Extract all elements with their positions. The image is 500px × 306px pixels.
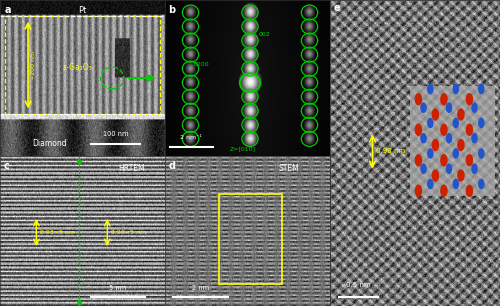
Circle shape bbox=[421, 164, 426, 173]
Text: ~200 nm: ~200 nm bbox=[32, 50, 36, 80]
Text: 0.93×5 nm: 0.93×5 nm bbox=[40, 230, 74, 235]
Text: Diamond: Diamond bbox=[32, 139, 67, 148]
Text: 002: 002 bbox=[258, 32, 270, 37]
Circle shape bbox=[446, 164, 452, 173]
Circle shape bbox=[453, 118, 458, 128]
Circle shape bbox=[458, 140, 464, 151]
Circle shape bbox=[479, 118, 484, 128]
Circle shape bbox=[453, 84, 458, 94]
Circle shape bbox=[432, 170, 438, 181]
Text: 100 nm: 100 nm bbox=[103, 131, 128, 137]
Circle shape bbox=[479, 179, 484, 188]
Text: 2 nm: 2 nm bbox=[192, 285, 209, 291]
Text: 0200: 0200 bbox=[194, 62, 210, 66]
Text: Z=[010]: Z=[010] bbox=[230, 146, 256, 151]
Circle shape bbox=[421, 134, 426, 143]
Circle shape bbox=[453, 149, 458, 158]
Bar bbox=[5, 16, 160, 114]
Circle shape bbox=[466, 155, 472, 166]
Text: 5 nm: 5 nm bbox=[110, 285, 126, 291]
Circle shape bbox=[428, 84, 433, 94]
Circle shape bbox=[441, 185, 447, 196]
Circle shape bbox=[458, 109, 464, 120]
Text: HRTEM: HRTEM bbox=[118, 163, 146, 173]
Circle shape bbox=[466, 124, 472, 135]
Circle shape bbox=[458, 170, 464, 181]
Circle shape bbox=[453, 179, 458, 188]
Circle shape bbox=[428, 149, 433, 158]
Text: c: c bbox=[4, 161, 9, 170]
Circle shape bbox=[441, 155, 447, 166]
Circle shape bbox=[466, 185, 472, 196]
Circle shape bbox=[416, 124, 422, 135]
Circle shape bbox=[441, 94, 447, 105]
Circle shape bbox=[441, 124, 447, 135]
Circle shape bbox=[421, 103, 426, 112]
Bar bbox=[220, 194, 282, 283]
Circle shape bbox=[416, 185, 422, 196]
Circle shape bbox=[432, 109, 438, 120]
Bar bbox=[410, 86, 495, 196]
Text: e: e bbox=[334, 3, 340, 13]
Text: 0.5 nm: 0.5 nm bbox=[346, 282, 370, 288]
Circle shape bbox=[472, 103, 477, 112]
Circle shape bbox=[479, 149, 484, 158]
Text: a: a bbox=[5, 5, 12, 15]
Text: Pt: Pt bbox=[78, 6, 86, 15]
Circle shape bbox=[416, 94, 422, 105]
Circle shape bbox=[416, 155, 422, 166]
Circle shape bbox=[428, 179, 433, 188]
Text: 2 nm⁻¹: 2 nm⁻¹ bbox=[180, 136, 202, 140]
Circle shape bbox=[446, 103, 452, 112]
Circle shape bbox=[428, 118, 433, 128]
Text: 0.93×5 nm: 0.93×5 nm bbox=[110, 230, 146, 235]
Text: ε-Ga₂O₃: ε-Ga₂O₃ bbox=[62, 63, 92, 72]
Circle shape bbox=[466, 94, 472, 105]
Text: d: d bbox=[168, 161, 175, 170]
Circle shape bbox=[432, 140, 438, 151]
Circle shape bbox=[472, 134, 477, 143]
Text: STEM: STEM bbox=[278, 163, 299, 173]
Text: 0.93 nm: 0.93 nm bbox=[376, 148, 405, 155]
Text: b: b bbox=[168, 5, 175, 15]
Circle shape bbox=[479, 84, 484, 94]
Circle shape bbox=[446, 134, 452, 143]
Circle shape bbox=[472, 164, 477, 173]
